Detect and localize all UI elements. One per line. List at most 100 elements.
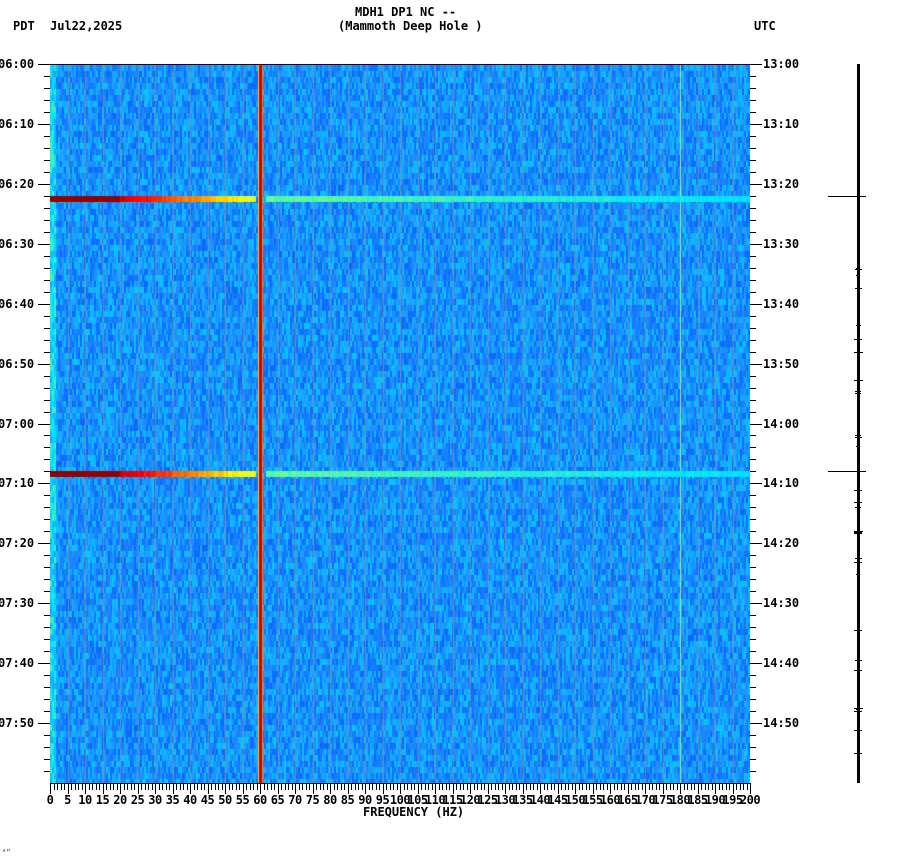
x-label: 20 <box>113 793 127 807</box>
y-tick-left <box>44 232 50 233</box>
x-tick <box>201 783 202 790</box>
y-tick-left <box>44 256 50 257</box>
y-label-left: 07:30 <box>0 596 35 610</box>
y-tick-right <box>750 723 762 724</box>
y-tick-left <box>44 579 50 580</box>
y-tick-right <box>750 483 762 484</box>
x-label: 175 <box>652 793 673 807</box>
x-tick <box>680 783 681 794</box>
x-tick <box>656 783 657 790</box>
x-tick <box>379 783 380 790</box>
x-label: 5 <box>64 793 71 807</box>
x-tick <box>526 783 527 790</box>
y-tick-left <box>44 136 50 137</box>
y-tick-left <box>38 424 50 425</box>
footer-mark: ᵃᴴ <box>2 848 11 856</box>
x-tick <box>215 783 216 790</box>
y-tick-right <box>750 711 756 712</box>
trace-noise-tick <box>854 711 862 712</box>
y-tick-left <box>44 759 50 760</box>
y-tick-right <box>750 100 756 101</box>
y-tick-left <box>44 376 50 377</box>
x-tick <box>351 783 352 790</box>
x-tick <box>159 783 160 790</box>
y-label-right: 13:10 <box>763 117 800 131</box>
x-tick <box>414 783 415 790</box>
x-tick <box>372 783 373 790</box>
x-tick <box>505 783 506 794</box>
x-tick <box>267 783 268 790</box>
x-tick <box>642 783 643 790</box>
x-label: 60 <box>253 793 267 807</box>
x-tick <box>386 783 387 790</box>
y-tick-left <box>44 196 50 197</box>
x-label: 85 <box>340 793 355 807</box>
x-tick <box>110 783 111 790</box>
x-tick <box>442 783 443 790</box>
x-tick <box>187 783 188 790</box>
x-label: 140 <box>529 793 551 807</box>
y-tick-left <box>44 675 50 676</box>
y-tick-right <box>750 376 756 377</box>
trace-noise-tick <box>857 587 859 588</box>
y-tick-left <box>38 723 50 724</box>
y-tick-right <box>750 64 762 65</box>
x-tick <box>484 783 485 790</box>
x-tick <box>726 783 727 790</box>
x-tick <box>565 783 566 790</box>
trace-noise-tick <box>856 370 860 371</box>
x-tick <box>152 783 153 790</box>
x-tick <box>568 783 569 790</box>
x-tick <box>127 783 128 790</box>
x-tick <box>369 783 370 790</box>
x-tick <box>306 783 307 790</box>
x-label: 110 <box>424 793 446 807</box>
y-tick-right <box>750 627 756 628</box>
x-tick <box>425 783 426 790</box>
x-tick <box>617 783 618 790</box>
x-tick <box>558 783 559 794</box>
y-tick-left <box>44 591 50 592</box>
y-tick-left <box>44 340 50 341</box>
y-tick-left <box>44 280 50 281</box>
x-tick <box>96 783 97 790</box>
y-label-left: 06:10 <box>0 117 35 131</box>
y-tick-right <box>750 364 762 365</box>
x-tick <box>575 783 576 794</box>
y-tick-right <box>750 687 756 688</box>
x-tick <box>743 783 744 790</box>
x-tick <box>603 783 604 790</box>
x-tick <box>180 783 181 790</box>
x-tick <box>176 783 177 790</box>
x-label: 150 <box>564 793 586 807</box>
y-tick-right <box>750 531 756 532</box>
x-label: 160 <box>599 793 621 807</box>
trace-noise-tick <box>854 660 862 661</box>
y-tick-left <box>38 64 50 65</box>
x-tick <box>225 783 226 794</box>
x-tick <box>162 783 163 790</box>
y-tick-left <box>44 400 50 401</box>
x-label: 80 <box>323 793 337 807</box>
x-tick <box>495 783 496 790</box>
trace-noise-tick <box>856 709 860 710</box>
y-tick-right <box>750 208 756 209</box>
x-tick <box>75 783 76 790</box>
x-tick <box>449 783 450 790</box>
x-tick <box>103 783 104 794</box>
x-tick <box>355 783 356 790</box>
x-tick <box>313 783 314 794</box>
trace-noise-tick <box>856 649 860 650</box>
x-axis-line <box>50 783 750 784</box>
x-tick <box>57 783 58 790</box>
date-label: Jul22,2025 <box>50 19 123 33</box>
x-tick <box>285 783 286 790</box>
x-tick <box>330 783 331 794</box>
x-tick <box>211 783 212 790</box>
y-label-right: 14:10 <box>763 476 800 490</box>
y-tick-right <box>750 292 756 293</box>
x-tick <box>106 783 107 790</box>
station-title: MDH1 DP1 NC -- <box>355 5 457 19</box>
x-tick <box>183 783 184 790</box>
x-tick <box>271 783 272 790</box>
